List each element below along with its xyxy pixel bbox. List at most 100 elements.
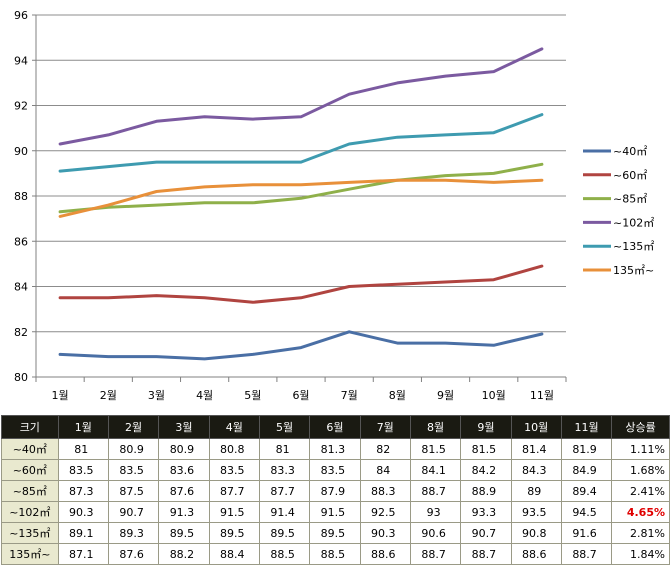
rate-cell: 1.11% (611, 438, 670, 460)
table-cell: 88.3 (359, 480, 411, 502)
table-cell: 88.9 (460, 480, 512, 502)
y-tick-label: 94 (14, 54, 28, 67)
table-row: 135㎡~ 87.1 87.6 88.2 88.4 88.5 88.5 88.6 88.7 88.… (1, 543, 670, 565)
y-tick-label: 90 (14, 145, 28, 158)
table-cell: 82 (359, 438, 411, 460)
x-tick-label: 10월 (482, 389, 506, 402)
table-cell: 89.3 (107, 522, 160, 544)
table-cell: 90.8 (510, 522, 562, 544)
legend-label: 135㎡~ (613, 264, 654, 277)
table-header-cell: 3월 (158, 415, 210, 439)
table-cell: 90.3 (57, 501, 109, 523)
x-tick-labels: 1월 2월 3월 4월 5월 6월 7월 8월 9월 10월 11월 (52, 389, 554, 402)
table-cell: 89.5 (208, 522, 260, 544)
y-tick-label: 86 (14, 235, 28, 248)
table-cell: 89.5 (258, 522, 311, 544)
table-cell: 87.3 (57, 480, 109, 502)
table-cell: 88.7 (560, 543, 613, 565)
table-cell: 80.9 (107, 438, 160, 460)
table-header-cell: 4월 (208, 415, 260, 439)
table-cell: 88.7 (460, 543, 512, 565)
table-row: ~102㎡ 90.3 90.7 91.3 91.5 91.4 91.5 92.5 93 93.3 9… (1, 501, 670, 523)
x-tick-label: 1월 (52, 389, 69, 402)
table-cell: 81 (57, 438, 109, 460)
series-line (58, 162, 544, 214)
table-cell: 91.5 (309, 501, 361, 523)
table-cell: 89.5 (158, 522, 210, 544)
table-cell: 89.1 (57, 522, 109, 544)
table-cell: 84.3 (510, 459, 562, 481)
table-header-cell: 11월 (560, 415, 613, 439)
table-row: ~40㎡ 81 80.9 80.9 80.8 81 81.3 82 81.5 81.5 81.4 81… (1, 438, 670, 460)
table-cell: 80.9 (158, 438, 210, 460)
table-cell: 87.7 (208, 480, 260, 502)
table-cell: 88.2 (158, 543, 210, 565)
table-cell: 88.6 (510, 543, 562, 565)
y-tick-label: 96 (14, 9, 28, 22)
row-label: ~40㎡ (1, 438, 59, 460)
table-cell: 90.7 (107, 501, 160, 523)
row-label: ~135㎡ (1, 522, 59, 544)
rate-cell: 2.41% (611, 480, 670, 502)
table-cell: 91.6 (560, 522, 613, 544)
series-line (58, 330, 544, 361)
row-label: ~102㎡ (1, 501, 59, 523)
row-label: ~60㎡ (1, 459, 59, 481)
table-cell: 83.6 (158, 459, 210, 481)
table-cell: 81.3 (309, 438, 361, 460)
y-tick-label: 80 (14, 371, 28, 384)
table-cell: 84 (359, 459, 411, 481)
table-cell: 84.2 (460, 459, 512, 481)
x-tick-label: 11월 (530, 389, 554, 402)
table-header-cell: 8월 (409, 415, 462, 439)
y-tick-label: 92 (14, 100, 28, 113)
table-row: ~135㎡ 89.1 89.3 89.5 89.5 89.5 89.5 90.3 90.6 90.… (1, 522, 670, 544)
table-cell: 93.3 (460, 501, 512, 523)
table-cell: 93 (409, 501, 462, 523)
table-cell: 90.7 (460, 522, 512, 544)
x-tick-label: 5월 (244, 389, 261, 402)
table-cell: 81 (258, 438, 311, 460)
y-tick-label: 82 (14, 326, 28, 339)
legend: ~40㎡ ~60㎡ ~85㎡ ~102㎡ ~135㎡ 135㎡~ (583, 145, 654, 277)
table-cell: 88.5 (309, 543, 361, 565)
table-cell: 87.1 (57, 543, 109, 565)
row-label: ~85㎡ (1, 480, 59, 502)
table-cell: 83.5 (57, 459, 109, 481)
table-cell: 93.5 (510, 501, 562, 523)
table-cell: 90.3 (359, 522, 411, 544)
rate-cell: 4.65% (611, 501, 670, 523)
table-cell: 81.5 (409, 438, 462, 460)
table-cell: 89.5 (309, 522, 361, 544)
table-header-cell: 9월 (460, 415, 512, 439)
table-cell: 90.6 (409, 522, 462, 544)
table-cell: 88.4 (208, 543, 260, 565)
x-tick-label: 7월 (341, 389, 358, 402)
x-tick-label: 9월 (437, 389, 454, 402)
series-line (58, 113, 544, 173)
table-cell: 91.4 (258, 501, 311, 523)
table-header-cell: 크기 (1, 415, 59, 439)
x-tick-label: 8월 (389, 389, 406, 402)
table-cell: 88.7 (409, 543, 462, 565)
legend-label: ~135㎡ (613, 240, 654, 253)
data-table: 크기 1월 2월 3월 4월 5월 6월 7월 8월 9월 10월 11월 상승률 ~40㎡ 81 80.9… (1, 415, 670, 565)
y-tick-labels: 80 82 84 86 88 90 92 94 96 (14, 9, 28, 384)
table-cell: 89.4 (560, 480, 613, 502)
table-cell: 88.7 (409, 480, 462, 502)
x-tick-label: 3월 (148, 389, 165, 402)
table-header-cell: 7월 (359, 415, 411, 439)
x-tick-label: 4월 (196, 389, 213, 402)
legend-label: ~102㎡ (613, 216, 654, 229)
table-cell: 84.1 (409, 459, 462, 481)
table-header-row: 크기 1월 2월 3월 4월 5월 6월 7월 8월 9월 10월 11월 상승률 (1, 415, 670, 439)
series-line (58, 264, 544, 304)
table-cell: 89 (510, 480, 562, 502)
table-cell: 81.9 (560, 438, 613, 460)
axes (35, 15, 566, 378)
table-cell: 92.5 (359, 501, 411, 523)
table-cell: 83.5 (208, 459, 260, 481)
y-tick-label: 88 (14, 190, 28, 203)
legend-label: ~85㎡ (613, 193, 647, 206)
table-cell: 81.5 (460, 438, 512, 460)
